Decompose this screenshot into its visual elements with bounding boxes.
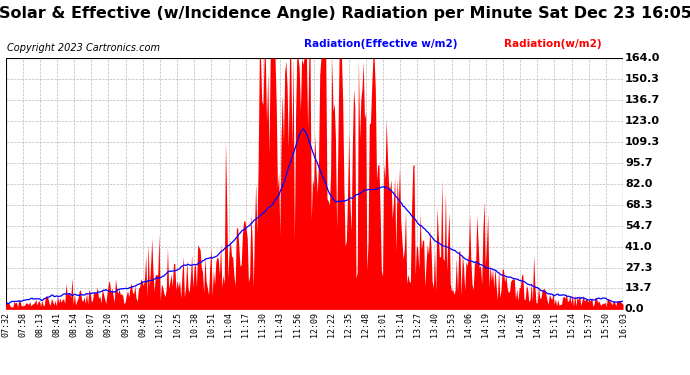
Text: 95.7: 95.7 — [625, 158, 653, 168]
Text: 10:51: 10:51 — [207, 312, 216, 337]
Text: 13:27: 13:27 — [413, 312, 422, 337]
Text: 15:24: 15:24 — [567, 312, 576, 337]
Text: 15:50: 15:50 — [602, 312, 611, 337]
Text: 12:09: 12:09 — [310, 312, 319, 337]
Text: 123.0: 123.0 — [625, 116, 660, 126]
Text: 13.7: 13.7 — [625, 284, 652, 293]
Text: 14:06: 14:06 — [464, 312, 473, 337]
Text: 12:48: 12:48 — [362, 312, 371, 337]
Text: 07:32: 07:32 — [1, 312, 10, 337]
Text: 14:32: 14:32 — [498, 312, 507, 337]
Text: 15:11: 15:11 — [550, 312, 559, 337]
Text: 12:22: 12:22 — [327, 312, 336, 337]
Text: 13:01: 13:01 — [378, 312, 387, 337]
Text: 14:58: 14:58 — [533, 312, 542, 337]
Text: 08:54: 08:54 — [70, 312, 79, 337]
Text: 11:56: 11:56 — [293, 312, 302, 337]
Text: Copyright 2023 Cartronics.com: Copyright 2023 Cartronics.com — [7, 43, 160, 53]
Text: 11:43: 11:43 — [275, 312, 284, 337]
Text: 11:04: 11:04 — [224, 312, 233, 337]
Text: 0.0: 0.0 — [625, 304, 644, 314]
Text: 13:40: 13:40 — [430, 312, 439, 337]
Text: 11:30: 11:30 — [258, 312, 267, 337]
Bar — [6, 58, 623, 309]
Text: 12:35: 12:35 — [344, 312, 353, 337]
Text: 09:46: 09:46 — [138, 312, 147, 337]
Text: 14:45: 14:45 — [515, 312, 524, 337]
Text: 08:41: 08:41 — [52, 312, 61, 337]
Text: 164.0: 164.0 — [625, 53, 660, 63]
Text: 15:37: 15:37 — [584, 312, 593, 337]
Text: 09:20: 09:20 — [104, 312, 113, 337]
Text: 10:38: 10:38 — [190, 312, 199, 337]
Text: 11:17: 11:17 — [241, 312, 250, 337]
Text: Radiation(w/m2): Radiation(w/m2) — [504, 39, 601, 50]
Text: 09:07: 09:07 — [87, 312, 96, 337]
Text: 09:33: 09:33 — [121, 312, 130, 337]
Text: 109.3: 109.3 — [625, 137, 660, 147]
Text: 10:12: 10:12 — [155, 312, 164, 337]
Text: 07:58: 07:58 — [18, 312, 27, 337]
Text: 13:53: 13:53 — [447, 312, 456, 337]
Text: 41.0: 41.0 — [625, 242, 653, 252]
Text: 13:14: 13:14 — [395, 312, 404, 337]
Text: 82.0: 82.0 — [625, 179, 652, 189]
Text: 54.7: 54.7 — [625, 220, 653, 231]
Text: Solar & Effective (w/Incidence Angle) Radiation per Minute Sat Dec 23 16:05: Solar & Effective (w/Incidence Angle) Ra… — [0, 6, 690, 21]
Text: 16:03: 16:03 — [618, 312, 628, 337]
Text: 150.3: 150.3 — [625, 74, 660, 84]
Text: 08:13: 08:13 — [35, 312, 44, 337]
Text: 14:19: 14:19 — [482, 312, 491, 337]
Text: 10:25: 10:25 — [172, 312, 181, 337]
Text: Radiation(Effective w/m2): Radiation(Effective w/m2) — [304, 39, 457, 50]
Text: 68.3: 68.3 — [625, 200, 653, 210]
Text: 27.3: 27.3 — [625, 262, 652, 273]
Text: 136.7: 136.7 — [625, 95, 660, 105]
